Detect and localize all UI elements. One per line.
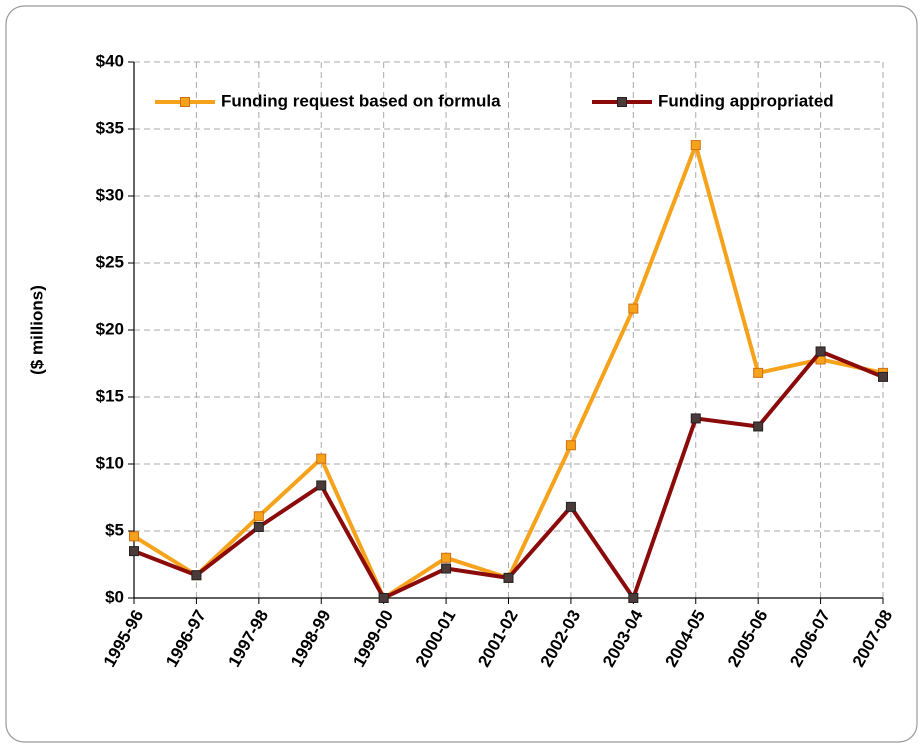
- y-axis-label: ($ millions): [27, 285, 46, 375]
- marker: [753, 421, 764, 432]
- legend-label: Funding appropriated: [658, 91, 834, 110]
- marker: [316, 453, 327, 464]
- marker: [129, 546, 139, 557]
- y-tick-label: $10: [96, 453, 124, 472]
- marker: [441, 552, 452, 563]
- marker: [690, 413, 701, 424]
- legend-label: Funding request based on formula: [221, 91, 501, 110]
- marker: [628, 593, 639, 603]
- y-tick-label: $5: [105, 520, 124, 539]
- y-tick-label: $25: [96, 252, 124, 271]
- marker: [129, 531, 139, 542]
- legend-marker: [617, 97, 627, 107]
- y-tick-label: $0: [105, 587, 124, 606]
- marker: [565, 501, 576, 512]
- chart-frame: [5, 5, 918, 743]
- marker: [316, 480, 327, 491]
- marker: [441, 563, 452, 574]
- marker: [753, 367, 764, 378]
- y-tick-label: $15: [96, 386, 124, 405]
- y-tick-label: $20: [96, 319, 124, 338]
- legend-marker: [180, 97, 190, 107]
- marker: [253, 521, 264, 532]
- marker: [378, 593, 389, 603]
- y-tick-label: $30: [96, 185, 124, 204]
- marker: [565, 440, 576, 451]
- marker: [815, 346, 826, 357]
- marker: [253, 511, 264, 522]
- marker: [690, 140, 701, 151]
- marker: [191, 570, 202, 581]
- marker: [878, 371, 888, 382]
- y-tick-label: $40: [96, 51, 124, 70]
- y-tick-label: $35: [96, 118, 124, 137]
- marker: [628, 303, 639, 314]
- marker: [503, 572, 514, 583]
